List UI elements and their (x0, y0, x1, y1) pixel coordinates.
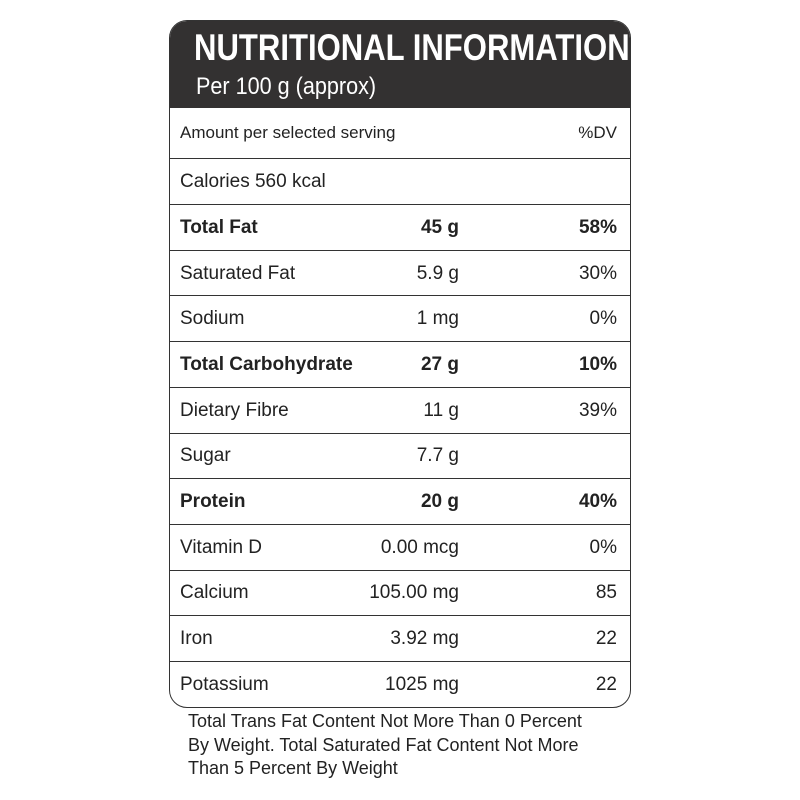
nutrient-name: Sugar (180, 445, 231, 467)
nutrient-row: Total Fat 45 g 58% (170, 204, 630, 251)
label-header: NUTRITIONAL INFORMATION Per 100 g (appro… (170, 21, 630, 108)
nutrition-label: NUTRITIONAL INFORMATION Per 100 g (appro… (169, 20, 631, 708)
nutrient-row: Sodium 1 mg 0% (170, 295, 630, 342)
title: NUTRITIONAL INFORMATION (194, 27, 630, 68)
heading-dv: %DV (578, 123, 617, 142)
footer-line: Total Trans Fat Content Not More Than 0 … (188, 711, 582, 731)
nutrient-dv: 39% (578, 399, 617, 421)
nutrient-amount: 105.00 mg (369, 582, 459, 604)
footer-line: Than 5 Percent By Weight (188, 758, 398, 778)
nutrient-dv: 30% (578, 262, 617, 284)
nutrient-row: Total Carbohydrate 27 g 10% (170, 341, 630, 388)
nutrient-dv: 22 (595, 628, 617, 650)
heading-row: Amount per selected serving %DV (170, 108, 630, 158)
nutrient-name: Potassium (180, 673, 269, 695)
nutrient-dv: 0% (589, 308, 617, 330)
nutrient-amount: 1025 mg (385, 673, 459, 695)
nutrient-dv: 40% (578, 491, 617, 513)
nutrient-row: Calcium 105.00 mg 85 (170, 569, 630, 617)
nutrient-amount: 11 g (423, 399, 459, 421)
nutrient-name: Total Carbohydrate (180, 353, 353, 375)
nutrient-name: Saturated Fat (180, 262, 296, 284)
nutrient-amount: 1 mg (416, 308, 459, 330)
heading-label: Amount per selected serving (180, 123, 396, 142)
nutrient-dv: 22 (595, 673, 617, 695)
nutrient-name: Sodium (180, 308, 245, 330)
nutrient-row: Dietary Fibre 11 g 39% (170, 386, 630, 434)
nutrient-row: Iron 3.92 mg 22 (170, 615, 630, 662)
nutrient-amount: 45 g (420, 216, 459, 238)
nutrient-amount: 5.9 g (416, 262, 459, 284)
nutrient-amount: 3.92 mg (390, 628, 459, 650)
footer-line: By Weight. Total Saturated Fat Content N… (188, 734, 579, 755)
calories-row: Calories 560 kcal (170, 158, 630, 205)
nutrient-row: Sugar 7.7 g (170, 432, 630, 480)
nutrient-row: Protein 20 g 40% (170, 478, 630, 525)
nutrient-amount: 0.00 mcg (380, 536, 459, 558)
nutrient-name: Dietary Fibre (180, 399, 289, 421)
nutrient-name: Protein (180, 491, 246, 513)
nutrient-dv: 85 (595, 582, 617, 604)
nutrient-row: Saturated Fat 5.9 g 30% (170, 249, 630, 297)
nutrient-amount: 27 g (420, 353, 459, 375)
nutrient-dv: 58% (578, 216, 617, 238)
nutrient-name: Calcium (180, 582, 249, 604)
nutrient-row: Vitamin D 0.00 mcg 0% (170, 523, 630, 571)
calories: Calories 560 kcal (180, 171, 326, 192)
subtitle: Per 100 g (approx) (196, 73, 377, 100)
nutrient-row: Potassium 1025 mg 22 (170, 661, 630, 707)
nutrient-amount: 7.7 g (416, 445, 459, 467)
nutrient-dv: 10% (578, 353, 617, 375)
footer: Total Trans Fat Content Not More Than 0 … (188, 710, 582, 781)
nutrient-name: Vitamin D (180, 536, 263, 558)
nutrient-dv: 0% (589, 536, 617, 558)
nutrient-amount: 20 g (420, 491, 459, 513)
nutrient-name: Total Fat (180, 216, 258, 238)
nutrient-name: Iron (180, 628, 213, 650)
